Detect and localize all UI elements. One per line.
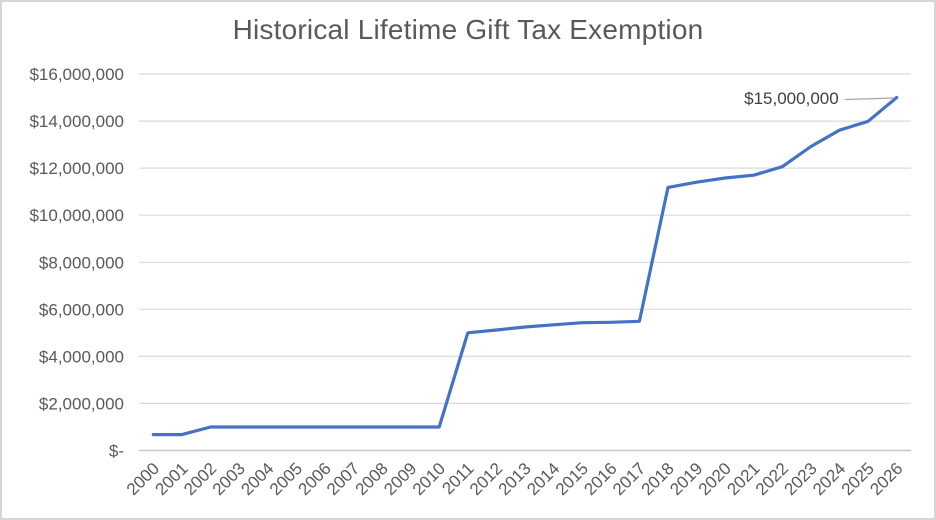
last-point-data-label: $15,000,000 bbox=[744, 89, 839, 108]
x-tick-label: 2026 bbox=[866, 459, 906, 499]
y-tick-label: $6,000,000 bbox=[39, 300, 124, 319]
y-tick-label: $10,000,000 bbox=[29, 206, 124, 225]
y-tick-label: $4,000,000 bbox=[39, 347, 124, 366]
y-tick-label: $2,000,000 bbox=[39, 394, 124, 413]
annotation-leader-line bbox=[844, 97, 894, 101]
exemption-series-line bbox=[151, 95, 899, 437]
y-tick-label: $16,000,000 bbox=[29, 65, 124, 84]
y-tick-label: $- bbox=[109, 442, 124, 461]
y-tick-label: $12,000,000 bbox=[29, 159, 124, 178]
chart-title: Historical Lifetime Gift Tax Exemption bbox=[232, 14, 704, 45]
y-tick-label: $8,000,000 bbox=[39, 253, 124, 272]
y-tick-label: $14,000,000 bbox=[29, 112, 124, 131]
